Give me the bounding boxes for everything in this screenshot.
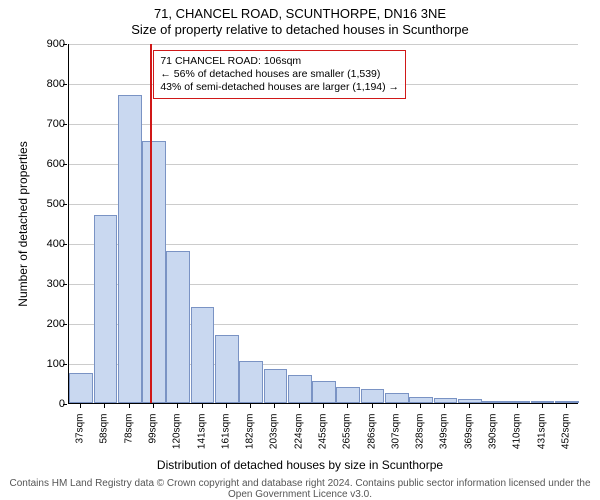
histogram-bar (118, 95, 142, 403)
y-tick-mark (63, 324, 67, 325)
footer-attribution: Contains HM Land Registry data © Crown c… (0, 478, 600, 500)
histogram-bar (215, 335, 239, 403)
y-tick-label: 600 (33, 158, 65, 170)
histogram-bar (288, 375, 312, 403)
x-tick-label: 141sqm (196, 414, 207, 464)
x-tick-label: 182sqm (245, 414, 256, 464)
gridline (69, 124, 578, 125)
x-tick-mark (566, 404, 567, 408)
histogram-bar (458, 399, 482, 403)
histogram-bar (69, 373, 93, 403)
y-tick-label: 200 (33, 318, 65, 330)
y-tick-mark (63, 44, 67, 45)
annotation-line: ← 56% of detached houses are smaller (1,… (160, 68, 399, 81)
y-tick-mark (63, 244, 67, 245)
x-tick-mark (396, 404, 397, 408)
chart-title: 71, CHANCEL ROAD, SCUNTHORPE, DN16 3NE (0, 6, 600, 21)
x-tick-mark (323, 404, 324, 408)
x-tick-mark (250, 404, 251, 408)
x-tick-mark (129, 404, 130, 408)
histogram-bar (409, 397, 433, 403)
x-tick-mark (274, 404, 275, 408)
x-tick-label: 265sqm (342, 414, 353, 464)
y-tick-mark (63, 284, 67, 285)
y-tick-label: 500 (33, 198, 65, 210)
x-tick-mark (420, 404, 421, 408)
x-tick-mark (542, 404, 543, 408)
x-tick-label: 452sqm (560, 414, 571, 464)
x-tick-label: 78sqm (123, 414, 134, 464)
x-tick-label: 369sqm (463, 414, 474, 464)
histogram-bar (94, 215, 118, 403)
x-tick-mark (153, 404, 154, 408)
x-tick-label: 431sqm (536, 414, 547, 464)
x-tick-label: 203sqm (269, 414, 280, 464)
y-tick-label: 300 (33, 278, 65, 290)
y-tick-label: 800 (33, 78, 65, 90)
y-tick-label: 0 (33, 398, 65, 410)
x-tick-mark (493, 404, 494, 408)
y-tick-mark (63, 204, 67, 205)
x-tick-mark (444, 404, 445, 408)
x-tick-mark (347, 404, 348, 408)
x-tick-label: 349sqm (439, 414, 450, 464)
histogram-bar (239, 361, 263, 403)
y-axis-label: Number of detached properties (16, 44, 30, 404)
y-tick-mark (63, 364, 67, 365)
histogram-bar (166, 251, 190, 403)
x-tick-mark (299, 404, 300, 408)
x-tick-label: 328sqm (415, 414, 426, 464)
x-tick-label: 307sqm (390, 414, 401, 464)
y-tick-mark (63, 124, 67, 125)
histogram-bar (434, 398, 458, 403)
x-tick-label: 245sqm (318, 414, 329, 464)
y-tick-label: 900 (33, 38, 65, 50)
annotation-line: 43% of semi-detached houses are larger (… (160, 81, 399, 94)
gridline (69, 44, 578, 45)
y-tick-label: 100 (33, 358, 65, 370)
histogram-bar (191, 307, 215, 403)
x-tick-mark (469, 404, 470, 408)
y-tick-mark (63, 164, 67, 165)
y-tick-mark (63, 404, 67, 405)
histogram-bar (361, 389, 385, 403)
histogram-bar (482, 401, 506, 403)
x-tick-mark (226, 404, 227, 408)
chart-subtitle: Size of property relative to detached ho… (0, 22, 600, 37)
histogram-bar (142, 141, 166, 403)
annotation-line: 71 CHANCEL ROAD: 106sqm (160, 55, 399, 68)
histogram-bar (506, 401, 530, 403)
histogram-bar (312, 381, 336, 403)
x-tick-label: 58sqm (99, 414, 110, 464)
histogram-bar (264, 369, 288, 403)
annotation-box: 71 CHANCEL ROAD: 106sqm← 56% of detached… (153, 50, 406, 99)
x-tick-label: 390sqm (488, 414, 499, 464)
x-tick-label: 286sqm (366, 414, 377, 464)
y-tick-mark (63, 84, 67, 85)
x-tick-label: 120sqm (172, 414, 183, 464)
x-tick-mark (202, 404, 203, 408)
x-tick-mark (177, 404, 178, 408)
histogram-bar (336, 387, 360, 403)
figure: 71, CHANCEL ROAD, SCUNTHORPE, DN16 3NE S… (0, 0, 600, 500)
x-tick-label: 99sqm (148, 414, 159, 464)
histogram-bar (531, 401, 555, 403)
x-tick-label: 37sqm (75, 414, 86, 464)
x-tick-label: 410sqm (512, 414, 523, 464)
y-tick-label: 700 (33, 118, 65, 130)
y-tick-label: 400 (33, 238, 65, 250)
histogram-bar (385, 393, 409, 403)
x-tick-mark (104, 404, 105, 408)
x-tick-label: 161sqm (220, 414, 231, 464)
x-tick-mark (517, 404, 518, 408)
x-tick-label: 224sqm (293, 414, 304, 464)
x-tick-mark (80, 404, 81, 408)
histogram-bar (555, 401, 579, 403)
x-tick-mark (372, 404, 373, 408)
property-marker-line (150, 44, 152, 403)
